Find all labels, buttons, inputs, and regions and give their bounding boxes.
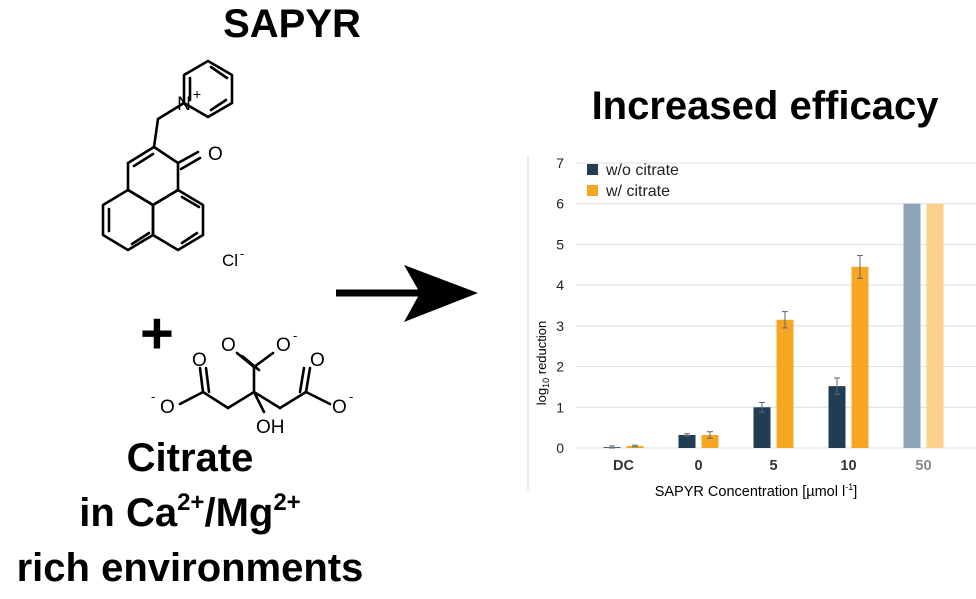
bars (603, 203, 944, 449)
arrow-head (404, 265, 478, 322)
counterion-label: Cl (222, 251, 238, 270)
citrate-title: Citrate (126, 436, 254, 480)
ca-charge: 2+ (177, 489, 205, 516)
legend: w/o citrate w/ citrate (587, 162, 679, 200)
hydroxyl-label: OH (256, 417, 285, 438)
bar-with-citrate (926, 203, 944, 448)
plus-sign: + (140, 301, 174, 366)
env-prefix: in Ca (79, 491, 178, 535)
y-tick-label: 4 (556, 277, 564, 293)
bar-with-citrate (701, 434, 719, 448)
xlabel-sup: -1 (845, 482, 853, 492)
citrate-carbonyl-left: O (192, 350, 207, 371)
y-tick-label: 5 (556, 236, 564, 252)
citrate-carbonyl-top: O (221, 335, 236, 356)
x-tick-label: DC (613, 458, 634, 474)
y-tick-label: 6 (556, 196, 564, 212)
bar-without-citrate (753, 407, 771, 448)
environment-line: in Ca2+/Mg2+ (20, 491, 360, 536)
bar-without-citrate (678, 434, 696, 448)
bar-without-citrate (828, 386, 846, 448)
xlabel-end: ] (853, 484, 857, 500)
bar-without-citrate (903, 203, 921, 448)
carboxylate-right-o: O (332, 397, 347, 418)
legend-label-with-citrate: w/ citrate (605, 183, 670, 200)
citrate-carbonyl-right: O (310, 350, 325, 371)
x-tick-labels: DC 0 5 10 50 (613, 458, 932, 474)
ylabel-sub: 10 (541, 378, 551, 388)
y-tick-label: 3 (556, 318, 564, 334)
headline: Increased efficacy (591, 84, 939, 128)
x-tick-label: 0 (694, 458, 702, 474)
legend-label-without-citrate: w/o citrate (605, 162, 679, 179)
carboxylate-left-charge: - (151, 389, 155, 404)
sapyr-structure: N + O Cl - O O - O O - O O - OH (101, 59, 478, 438)
y-tick-label: 1 (556, 399, 564, 415)
xlabel-main: SAPYR Concentration [µmol l (655, 484, 846, 500)
ylabel-prefix: log (534, 388, 549, 405)
ketone-o-label: O (208, 144, 223, 165)
legend-swatch-with-citrate (587, 185, 598, 196)
y-axis-label: log10 reduction (534, 321, 551, 405)
x-tick-label: 5 (769, 458, 777, 474)
pyridinium-charge: + (193, 86, 201, 102)
sapyr-title: SAPYR (223, 2, 361, 46)
y-tick-label: 7 (556, 155, 564, 171)
x-axis-label: SAPYR Concentration [µmol l-1] (655, 482, 858, 500)
carboxylate-top-o: O (276, 335, 291, 356)
carboxylate-top-charge: - (293, 328, 297, 343)
bar-with-citrate (851, 266, 869, 448)
env-separator: /Mg (204, 491, 274, 535)
counterion-charge: - (240, 246, 244, 261)
legend-swatch-without-citrate (587, 164, 598, 175)
y-tick-label: 2 (556, 359, 564, 375)
pyridinium-n-label: N (177, 94, 191, 115)
mg-charge: 2+ (273, 489, 301, 516)
environment-line-3: rich environments (16, 546, 364, 590)
carboxylate-right-charge: - (349, 389, 353, 404)
y-tick-label: 0 (556, 440, 564, 456)
x-tick-label: 50 (915, 458, 931, 474)
x-tick-label: 10 (840, 458, 856, 474)
ylabel-suffix: reduction (534, 321, 549, 378)
bar-with-citrate (776, 319, 794, 448)
carboxylate-left-o: O (160, 397, 175, 418)
y-tick-labels: 0 1 2 3 4 5 6 7 (556, 155, 564, 456)
